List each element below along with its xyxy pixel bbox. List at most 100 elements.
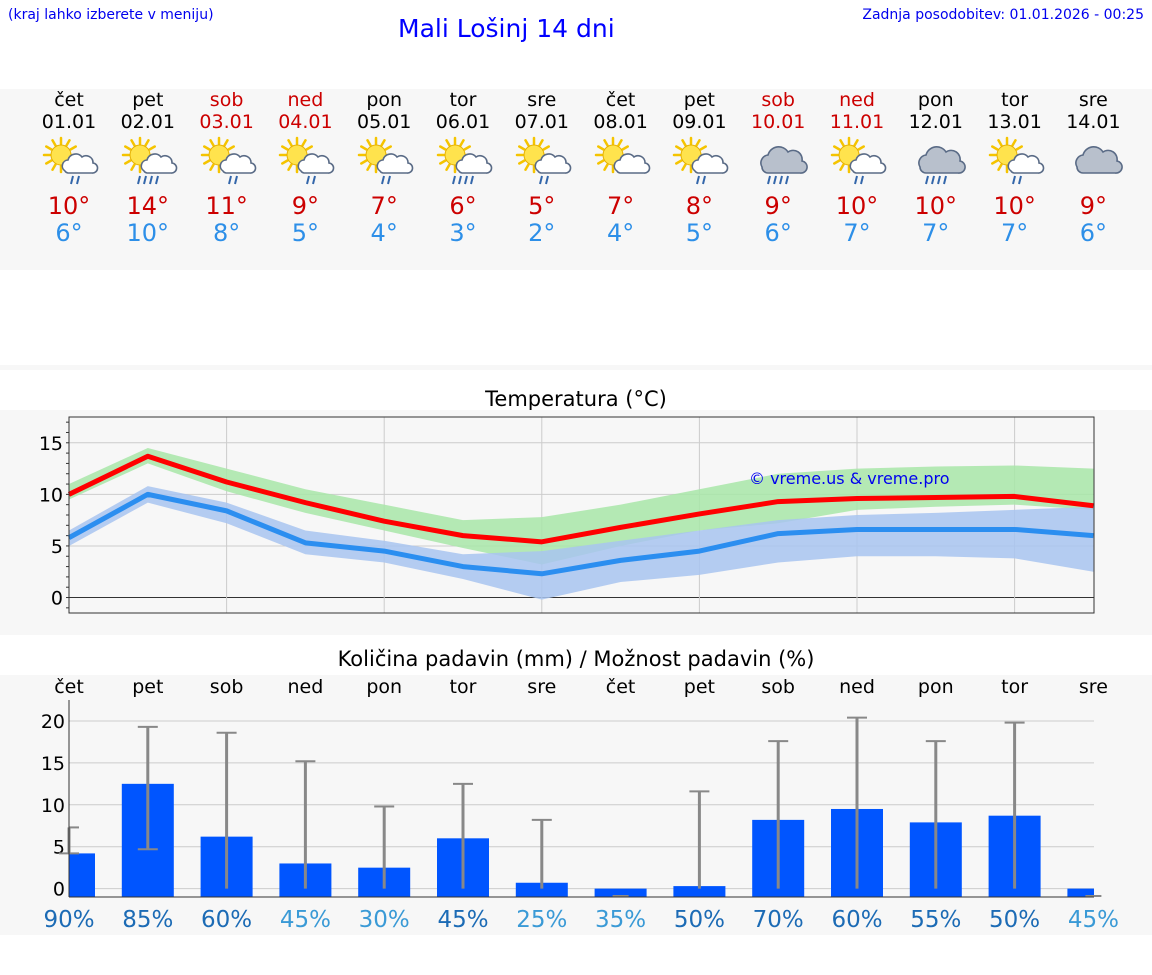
- x-category-label: pon: [918, 676, 954, 698]
- day-name: sob: [761, 89, 795, 111]
- day-date: 14.01: [1066, 111, 1121, 133]
- location-menu-hint[interactable]: (kraj lahko izberete v meniju): [8, 7, 214, 23]
- precip-probability-label: 70%: [753, 907, 804, 933]
- y-tick-label: 15: [41, 753, 65, 775]
- sun-cloud-light-rain-icon: [357, 136, 414, 185]
- precip-probability-label: 60%: [201, 907, 252, 933]
- y-tick-label: 10: [39, 484, 63, 506]
- day-column: ned 04.01 9° 5°: [266, 89, 345, 247]
- temp-max: 9°: [291, 192, 320, 220]
- temp-min: 7°: [1000, 219, 1029, 247]
- day-name: sre: [527, 89, 557, 111]
- day-column: sob 03.01 11° 8°: [187, 89, 266, 247]
- x-category-label: pet: [132, 676, 163, 698]
- temp-max: 8°: [685, 192, 714, 220]
- day-date: 13.01: [987, 111, 1042, 133]
- day-column: pet 09.01 8° 5°: [660, 89, 739, 247]
- temp-min: 7°: [922, 219, 950, 247]
- x-category-label: sob: [761, 676, 795, 698]
- precip-probability-label: 60%: [831, 907, 882, 933]
- x-category-label: ned: [288, 676, 324, 698]
- cloud-heavy-rain-icon: [917, 146, 966, 185]
- cloud-heavy-rain-icon: [760, 146, 809, 185]
- day-column: pet 02.01 14° 10°: [108, 89, 187, 247]
- x-category-label: tor: [450, 676, 477, 698]
- day-date: 09.01: [672, 111, 727, 133]
- day-date: 01.01: [41, 111, 97, 133]
- sun-cloud-rain-icon: [200, 136, 256, 185]
- day-date: 02.01: [120, 111, 175, 133]
- precip-bar: [594, 888, 647, 897]
- precip-probability-label: 35%: [595, 907, 646, 933]
- sun-cloud-light-rain-icon: [830, 136, 887, 185]
- sun-cloud-light-rain-icon: [515, 136, 572, 185]
- temp-min: 10°: [126, 219, 170, 247]
- temp-max: 9°: [764, 192, 792, 220]
- precip-probability-label: 30%: [359, 907, 410, 933]
- day-name: pet: [683, 89, 715, 111]
- day-date: 10.01: [750, 111, 806, 133]
- precip-probability-label: 50%: [989, 907, 1040, 933]
- day-name: pon: [366, 89, 403, 111]
- precip-bar: [515, 882, 568, 897]
- y-tick-label: 0: [51, 588, 63, 610]
- temp-max: 9°: [1079, 192, 1108, 220]
- precip-bar: [1067, 888, 1094, 897]
- day-name: ned: [287, 89, 324, 111]
- daily-forecast-panel: [0, 89, 1152, 270]
- x-category-label: sob: [210, 676, 244, 698]
- day-name: čet: [605, 89, 636, 111]
- sun-cloud-light-rain-icon: [673, 136, 729, 185]
- temp-max: 7°: [370, 192, 398, 220]
- temperature-chart-title: Temperatura (°C): [485, 387, 667, 411]
- temp-max: 10°: [47, 192, 91, 220]
- precip-probability-label: 25%: [516, 907, 567, 933]
- x-category-label: pon: [366, 676, 402, 698]
- precip-bar: [69, 853, 95, 897]
- temp-min: 8°: [212, 219, 241, 247]
- day-name: sob: [209, 89, 244, 111]
- max-range-band: [69, 447, 1094, 565]
- temp-max: 6°: [449, 192, 477, 220]
- day-column: čet 01.01 10° 6°: [30, 89, 109, 247]
- sun-cloud-rain-icon: [279, 136, 335, 185]
- precip-probability-label: 50%: [674, 907, 725, 933]
- precip-chart-title: Količina padavin (mm) / Možnost padavin …: [337, 647, 815, 671]
- precip-probability-label: 55%: [910, 907, 961, 933]
- day-column: sre 14.01 9° 6°: [1054, 89, 1133, 247]
- x-category-label: sre: [527, 676, 556, 698]
- precip-probability-label: 85%: [122, 907, 173, 933]
- sun-cloud-icon: [594, 136, 650, 174]
- day-column: tor 06.01 6° 3°: [424, 89, 503, 247]
- temp-max: 5°: [528, 192, 556, 220]
- day-date: 11.01: [829, 111, 885, 133]
- precip-probability-label: 45%: [437, 907, 488, 933]
- temp-min: 2°: [528, 219, 556, 247]
- temp-max: 10°: [914, 192, 958, 220]
- day-name: ned: [839, 89, 875, 111]
- sun-cloud-heavy-rain-icon: [121, 136, 178, 185]
- day-column: sre 07.01 5° 2°: [502, 89, 581, 247]
- temp-min: 4°: [606, 219, 635, 247]
- day-date: 12.01: [908, 111, 963, 133]
- day-column: sob 10.01 9° 6°: [739, 89, 818, 247]
- day-name: pon: [917, 89, 954, 111]
- day-name: tor: [449, 89, 477, 111]
- precip-bar: [673, 886, 726, 897]
- y-tick-label: 5: [51, 536, 63, 558]
- separator: [0, 365, 1152, 370]
- day-name: pet: [132, 89, 164, 111]
- precip-probability-label: 45%: [1068, 907, 1119, 933]
- temp-min: 4°: [370, 219, 398, 247]
- sun-cloud-rain-icon: [42, 136, 99, 185]
- temp-max: 14°: [126, 192, 170, 220]
- day-column: tor 13.01 10° 7°: [975, 89, 1054, 247]
- precip-probability-label: 90%: [43, 907, 94, 933]
- day-date: 03.01: [199, 111, 254, 133]
- watermark: © vreme.us & vreme.pro: [749, 469, 950, 488]
- temp-min: 5°: [685, 219, 714, 247]
- day-column: pon 05.01 7° 4°: [345, 89, 424, 247]
- day-date: 08.01: [593, 111, 648, 133]
- temp-min: 3°: [449, 219, 477, 247]
